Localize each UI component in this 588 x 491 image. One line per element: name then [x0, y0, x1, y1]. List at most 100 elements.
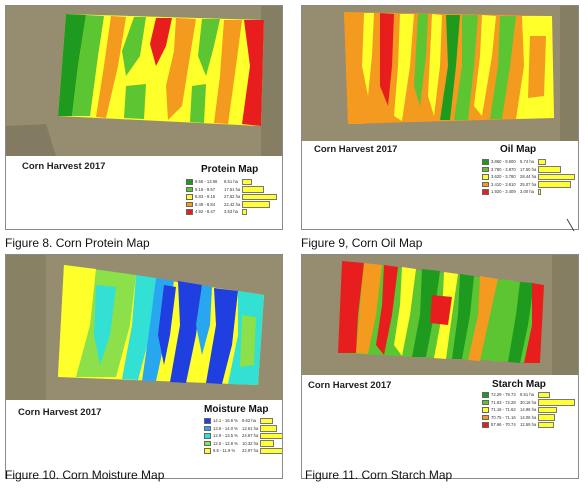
legend-bar [538, 166, 561, 173]
legend-range: 12.0 - 12.8 % [213, 440, 238, 446]
legend-row: 1.920 - 3.409 3.00 ha [482, 188, 578, 196]
legend-bar [242, 178, 252, 185]
legend-bar [242, 208, 247, 215]
legend-row: 71.16 - 71.62 14.96 ha [482, 406, 578, 414]
legend-area: 10.32 ha [242, 440, 259, 446]
legend-swatch [482, 399, 489, 405]
legend-range: 13.6 - 14.0 % [213, 425, 238, 431]
map-title: Corn Harvest 2017 [18, 407, 102, 418]
figure-caption: Figure 9, Corn Oil Map [301, 236, 423, 250]
legend-range: 8.83 - 9.15 [195, 194, 216, 199]
legend-row: 9.6 - 11.9 % 22.97 ha [204, 447, 282, 455]
legend-swatch [204, 433, 211, 439]
starch-map-image [302, 255, 578, 461]
legend-range: 3.620 - 3.780 [491, 174, 516, 179]
map-title: Corn Harvest 2017 [308, 380, 392, 391]
legend-row: 70.75 - 71.16 14.06 ha [482, 414, 578, 422]
legend-row: 3.780 - 3.870 17.50 ha [482, 166, 578, 174]
legend-range: 71.63 - 72.28 [491, 399, 516, 405]
legend-bar [538, 391, 550, 398]
legend-swatch [482, 414, 489, 420]
legend-bar [260, 432, 282, 439]
protein-field [58, 14, 264, 126]
legend-bar [242, 193, 277, 200]
map-title: Corn Harvest 2017 [314, 144, 398, 155]
legend-range: 57.66 - 70.74 [491, 422, 516, 427]
legend-bar [242, 201, 270, 208]
oil-map-panel: Corn Harvest 2017 Oil Map 3.860 - 9.500 5… [301, 5, 579, 230]
legend-bar [260, 417, 273, 424]
legend-range: 14.1 - 16.6 % [213, 418, 238, 423]
legend-bar [538, 414, 555, 421]
legend-row: 57.66 - 70.74 12.59 ha [482, 421, 578, 429]
protein-map-image [6, 6, 282, 229]
legend-area: 5.74 ha [520, 159, 534, 164]
protein-legend: 9.56 - 13.66 8.51 ha 9.16 - 9.57 17.51 ha … [186, 178, 282, 216]
legend-area: 3.53 ha [224, 209, 238, 214]
legend-range: 8.49 - 8.84 [195, 201, 216, 207]
legend-area: 12.61 ha [242, 425, 259, 431]
legend-area: 9.62 ha [242, 418, 256, 423]
legend-row: 9.56 - 13.66 8.51 ha [186, 178, 282, 186]
legend-row: 12.9 - 13.5 % 24.67 ha [204, 432, 282, 440]
legend-range: 70.75 - 71.16 [491, 414, 516, 420]
legend-row: 3.620 - 3.780 28.44 ha [482, 173, 578, 181]
legend-swatch [204, 418, 211, 424]
legend-bar [538, 406, 557, 413]
legend-swatch [482, 174, 489, 180]
moisture-field [58, 265, 264, 385]
legend-swatch [204, 448, 211, 454]
legend-area: 17.51 ha [224, 186, 241, 192]
legend-bar [242, 186, 264, 193]
oil-legend: 3.860 - 9.500 5.74 ha 3.780 - 3.870 17.50 … [482, 158, 578, 196]
legend-row: 8.49 - 8.84 22.42 ha [186, 201, 282, 209]
legend-bar [260, 447, 282, 454]
legend-swatch [482, 181, 489, 187]
legend-bar [260, 440, 274, 447]
starch-map-panel: Corn Harvest 2017 Starch Map 72.29 - 79.… [301, 254, 579, 479]
legend-bar [538, 181, 571, 188]
legend-bar [538, 399, 575, 406]
legend-title: Moisture Map [204, 404, 269, 415]
legend-range: 12.9 - 13.5 % [213, 433, 238, 438]
legend-range: 72.29 - 79.73 [491, 392, 516, 397]
map-title: Corn Harvest 2017 [22, 161, 106, 172]
legend-swatch [186, 201, 193, 207]
figure-caption: Figure 10. Corn Moisture Map [5, 468, 165, 482]
legend-range: 9.16 - 9.57 [195, 186, 216, 192]
legend-area: 14.06 ha [520, 414, 537, 420]
legend-title: Oil Map [500, 144, 537, 155]
legend-range: 9.56 - 13.66 [195, 179, 218, 184]
legend-bar [538, 158, 546, 165]
legend-row: 14.1 - 16.6 % 9.62 ha [204, 417, 282, 425]
legend-swatch [204, 425, 211, 431]
legend-bar [538, 421, 554, 428]
legend-area: 8.51 ha [224, 179, 238, 184]
legend-area: 17.50 ha [520, 166, 537, 172]
legend-bar [538, 173, 575, 180]
legend-range: 4.92 - 8.47 [195, 209, 216, 214]
legend-area: 3.00 ha [520, 189, 534, 194]
legend-swatch [186, 179, 193, 185]
legend-swatch [482, 159, 489, 165]
legend-title: Protein Map [201, 164, 259, 175]
moisture-map-image [6, 255, 282, 461]
legend-row: 13.6 - 14.0 % 12.61 ha [204, 425, 282, 433]
legend-area: 22.97 ha [242, 448, 259, 453]
legend-area: 28.44 ha [520, 174, 537, 179]
oil-map-image [302, 6, 578, 229]
legend-swatch [186, 209, 193, 215]
protein-map-panel: Corn Harvest 2017 Protein Map 9.56 - 13.… [5, 5, 283, 230]
legend-bar [260, 425, 277, 432]
legend-area: 12.59 ha [520, 422, 537, 427]
legend-swatch [186, 186, 193, 192]
legend-swatch [482, 189, 489, 195]
starch-field [338, 261, 544, 363]
legend-row: 72.29 - 79.73 9.51 ha [482, 391, 578, 399]
starch-legend: 72.29 - 79.73 9.51 ha 71.63 - 72.28 30.16 … [482, 391, 578, 429]
legend-title: Starch Map [492, 379, 546, 390]
legend-row: 8.83 - 9.15 27.62 ha [186, 193, 282, 201]
moisture-map-panel: Corn Harvest 2017 Moisture Map 14.1 - 16… [5, 254, 283, 479]
legend-range: 3.410 - 3.610 [491, 181, 516, 187]
legend-row: 9.16 - 9.57 17.51 ha [186, 186, 282, 194]
